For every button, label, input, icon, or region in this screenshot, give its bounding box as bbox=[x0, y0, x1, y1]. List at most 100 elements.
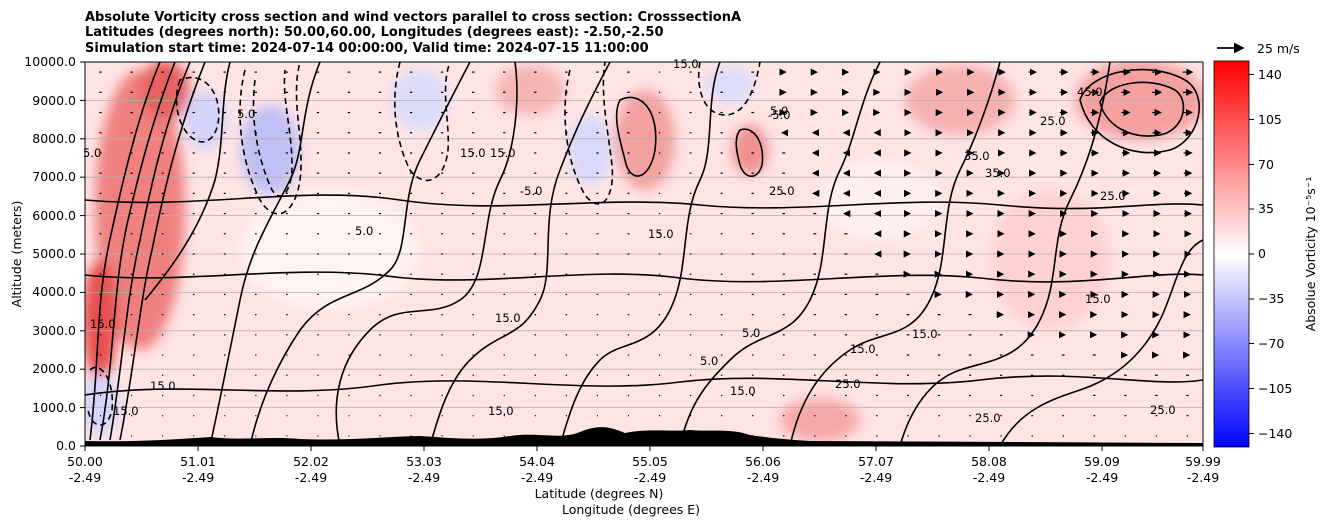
wind-key-label: 25 m/s bbox=[1257, 41, 1300, 56]
shade-blob bbox=[732, 125, 768, 175]
x-axis-label-latitude: Latitude (degrees N) bbox=[535, 486, 664, 501]
x-tick-lon-label: -2.49 bbox=[69, 470, 101, 485]
wind-vectors bbox=[99, 68, 1194, 437]
contour-label: 25.0 bbox=[769, 184, 795, 198]
contour-label: 15.0 bbox=[495, 311, 521, 325]
contour-label: 5.0 bbox=[355, 224, 373, 238]
y-tick-label: 7000.0 bbox=[32, 169, 76, 184]
contour-label: 15.0 bbox=[730, 384, 756, 398]
chart-title-line-1: Absolute Vorticity cross section and win… bbox=[85, 10, 741, 25]
contour-label: 5.0 bbox=[770, 104, 788, 118]
y-axis: 0.0 1000.0 2000.0 3000.0 4000.0 5000.0 6… bbox=[9, 54, 85, 453]
contour-label: 15.0 bbox=[90, 317, 116, 331]
y-tick-label: 3000.0 bbox=[32, 323, 76, 338]
y-tick-label: 4000.0 bbox=[32, 284, 76, 299]
colorbar-gradient bbox=[1213, 60, 1250, 448]
contour-label: 15.0 bbox=[648, 227, 674, 241]
y-tick-label: 1000.0 bbox=[32, 400, 76, 415]
contour-label: 15.0 bbox=[673, 57, 699, 71]
y-tick-label: 10000.0 bbox=[24, 54, 76, 69]
colorbar-tick-label: 140 bbox=[1258, 67, 1282, 82]
colorbar-tick-label: 105 bbox=[1258, 112, 1282, 127]
contour-label: 25.0 bbox=[975, 411, 1001, 425]
contour-label: 15.0 bbox=[912, 327, 938, 341]
x-tick-lat-label: 56.06 bbox=[745, 454, 781, 469]
colorbar-tick-label: 35 bbox=[1258, 201, 1274, 216]
contour-label: 15.0 bbox=[150, 379, 176, 393]
x-tick-lon-label: -2.49 bbox=[295, 470, 327, 485]
x-tick-lon-label: -2.49 bbox=[521, 470, 553, 485]
chart-title-line-2: Latitudes (degrees north): 50.00,60.00, … bbox=[85, 25, 664, 40]
colorbar-tick-label: 0 bbox=[1258, 246, 1266, 261]
contour-label: 35.0 bbox=[964, 149, 990, 163]
x-tick-lon-label: -2.49 bbox=[747, 470, 779, 485]
x-tick-lat-label: 59.09 bbox=[1084, 454, 1120, 469]
contour-label: 15.0 bbox=[490, 146, 516, 160]
shade-blob bbox=[85, 260, 118, 380]
colorbar-label: Absolue Vorticity 10⁻⁵s⁻¹ bbox=[1303, 177, 1318, 332]
shade-blob bbox=[705, 67, 755, 103]
contour-label: 15.0 bbox=[488, 404, 514, 418]
x-tick-lon-label: -2.49 bbox=[408, 470, 440, 485]
x-tick-lat-label: 52.02 bbox=[293, 454, 329, 469]
vorticity-shading bbox=[85, 62, 1203, 442]
x-tick-lon-label: -2.49 bbox=[1086, 470, 1118, 485]
x-tick-lat-label: 58.08 bbox=[971, 454, 1007, 469]
shade-blob bbox=[240, 105, 300, 195]
contour-label: 15.0 bbox=[1085, 292, 1111, 306]
x-tick-lat-label: 54.04 bbox=[519, 454, 555, 469]
colorbar: 140 105 70 35 0 −35 −70 −105 −140 Absolu… bbox=[1213, 60, 1318, 448]
x-axis-label-longitude: Longitude (degrees E) bbox=[562, 502, 700, 517]
contour-label: 25.0 bbox=[1100, 189, 1126, 203]
contour-label: 15.0 bbox=[850, 342, 876, 356]
contour-label: 45.0 bbox=[1077, 85, 1103, 99]
x-tick-lon-label: -2.49 bbox=[634, 470, 666, 485]
plot-area bbox=[85, 62, 1203, 446]
x-tick-lat-label: 59.99 bbox=[1185, 454, 1221, 469]
x-tick-lat-label: 57.07 bbox=[858, 454, 894, 469]
contour-label: 5.0 bbox=[700, 354, 718, 368]
horizontal-gridlines bbox=[85, 100, 1203, 409]
contour-label: -5.0 bbox=[520, 184, 542, 198]
shade-blob bbox=[820, 160, 940, 240]
contour-label: 25.0 bbox=[1150, 403, 1176, 417]
shade-blob bbox=[780, 398, 860, 442]
colorbar-tick-label: −35 bbox=[1258, 291, 1284, 306]
y-tick-label: 0.0 bbox=[56, 438, 76, 453]
y-tick-label: 9000.0 bbox=[32, 93, 76, 108]
x-axis: 50.00 -2.49 51.01 -2.49 52.02 -2.49 53.0… bbox=[67, 446, 1221, 517]
contour-label: 25.0 bbox=[1040, 114, 1066, 128]
colorbar-tick-label: 70 bbox=[1258, 157, 1274, 172]
chart-title-line-3: Simulation start time: 2024-07-14 00:00:… bbox=[85, 41, 649, 56]
x-tick-lat-label: 55.05 bbox=[632, 454, 668, 469]
x-tick-lat-label: 53.03 bbox=[406, 454, 442, 469]
contour-label: 15.0 bbox=[113, 404, 139, 418]
y-tick-label: 5000.0 bbox=[32, 246, 76, 261]
x-tick-lon-label: -2.49 bbox=[973, 470, 1005, 485]
contour-label: 15.0 bbox=[460, 146, 486, 160]
contour-label: 25.0 bbox=[835, 377, 861, 391]
contour-label: 5.0 bbox=[83, 146, 101, 160]
y-axis-label: Altitude (meters) bbox=[9, 201, 24, 308]
shade-blob bbox=[495, 65, 565, 115]
shade-blob bbox=[183, 90, 227, 150]
x-tick-lon-label: -2.49 bbox=[860, 470, 892, 485]
terrain bbox=[85, 427, 1203, 446]
shade-blob bbox=[568, 115, 612, 185]
colorbar-tick-label: −70 bbox=[1258, 336, 1284, 351]
x-tick-lon-label: -2.49 bbox=[182, 470, 214, 485]
shade-blob bbox=[240, 190, 420, 310]
shade-blob bbox=[990, 190, 1110, 330]
contour-label: 5.0 bbox=[742, 326, 760, 340]
colorbar-tick-label: −140 bbox=[1258, 426, 1292, 441]
contour-label: 35.0 bbox=[985, 166, 1011, 180]
contour-label: 5.0 bbox=[237, 107, 255, 121]
x-tick-lat-label: 51.01 bbox=[180, 454, 216, 469]
wind-vector-key: 25 m/s bbox=[1217, 41, 1300, 56]
colorbar-tick-label: −105 bbox=[1258, 381, 1292, 396]
x-tick-lon-label: -2.49 bbox=[1187, 470, 1219, 485]
contour-labels: 15.0 5.0 -5.0 25.0 35.0 45.0 15.0 5.0 15… bbox=[83, 57, 1176, 425]
y-tick-label: 6000.0 bbox=[32, 208, 76, 223]
y-tick-label: 8000.0 bbox=[32, 131, 76, 146]
